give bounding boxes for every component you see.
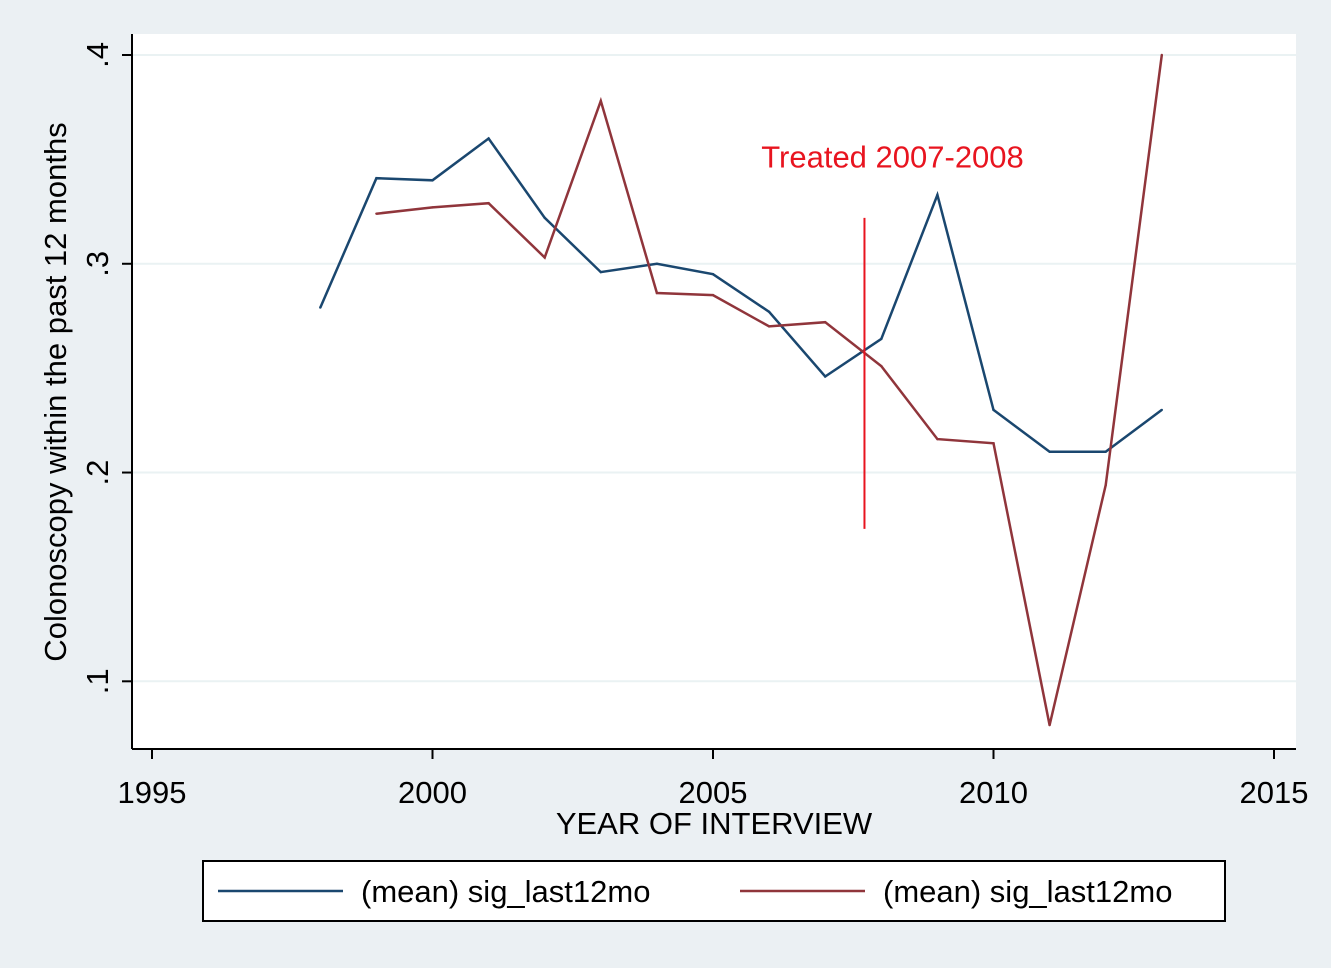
series-1-point [824, 375, 827, 378]
series-1-point [880, 337, 883, 341]
legend-label-series-1: (mean) sig_last12mo [361, 874, 650, 909]
gridlines [132, 54, 1296, 683]
series-1-point [655, 262, 659, 265]
y-axis-title: Colonoscopy within the past 12 months [38, 122, 73, 661]
plot-region [132, 34, 1296, 749]
series-1-point [992, 408, 995, 412]
series-1-point [487, 137, 490, 140]
y-tick-label: .3 [80, 251, 115, 277]
series-1-point [319, 306, 322, 309]
x-tick-label: 2005 [679, 775, 748, 810]
series-2-point [936, 437, 939, 441]
annotations: Treated 2007-2008 [761, 140, 1024, 529]
series-2-point [431, 206, 434, 209]
series-1-point [1160, 408, 1164, 412]
series-2-point [1048, 723, 1051, 727]
legend: (mean) sig_last12mo (mean) sig_last12mo [202, 860, 1226, 922]
series-2-point [711, 293, 715, 297]
x-tick-label: 2015 [1240, 775, 1309, 810]
y-tick-label: .4 [80, 42, 115, 68]
series-1-point [767, 310, 771, 313]
treatment-annotation: Treated 2007-2008 [761, 140, 1024, 175]
axes: 1995 2000 2005 2010 2015 .1 .2 .3 .4 [80, 34, 1308, 810]
series-2-point [1104, 483, 1107, 487]
series-1-point [711, 273, 715, 276]
y-tick-label: .2 [80, 460, 115, 486]
series-1-point [375, 176, 378, 180]
series-2-point [375, 212, 378, 215]
series-2-point [487, 202, 490, 205]
series-2-point [599, 99, 602, 103]
series-1-point [543, 216, 546, 220]
y-tick-label: .1 [80, 668, 115, 694]
series-2-point [655, 291, 659, 295]
x-axis-title: YEAR OF INTERVIEW [556, 806, 873, 841]
series-1-point [431, 179, 434, 182]
series-1-point [599, 270, 602, 274]
series-2-point [543, 256, 546, 259]
series-1-point [936, 193, 939, 197]
series-2-point [1160, 53, 1164, 57]
series-1-point [1048, 450, 1051, 453]
x-tick-label: 2010 [959, 775, 1028, 810]
series-2-point [824, 321, 827, 324]
x-tick-label: 2000 [398, 775, 467, 810]
legend-box [202, 860, 1226, 922]
series-1-point [1104, 450, 1107, 453]
legend-label-series-2: (mean) sig_last12mo [883, 874, 1172, 909]
series-2-point [767, 325, 771, 328]
series-line-1 [319, 136, 1163, 453]
x-tick-label: 1995 [118, 775, 187, 810]
series-2-point [880, 364, 883, 368]
series-lines [319, 53, 1164, 727]
series-2-point [992, 442, 995, 445]
